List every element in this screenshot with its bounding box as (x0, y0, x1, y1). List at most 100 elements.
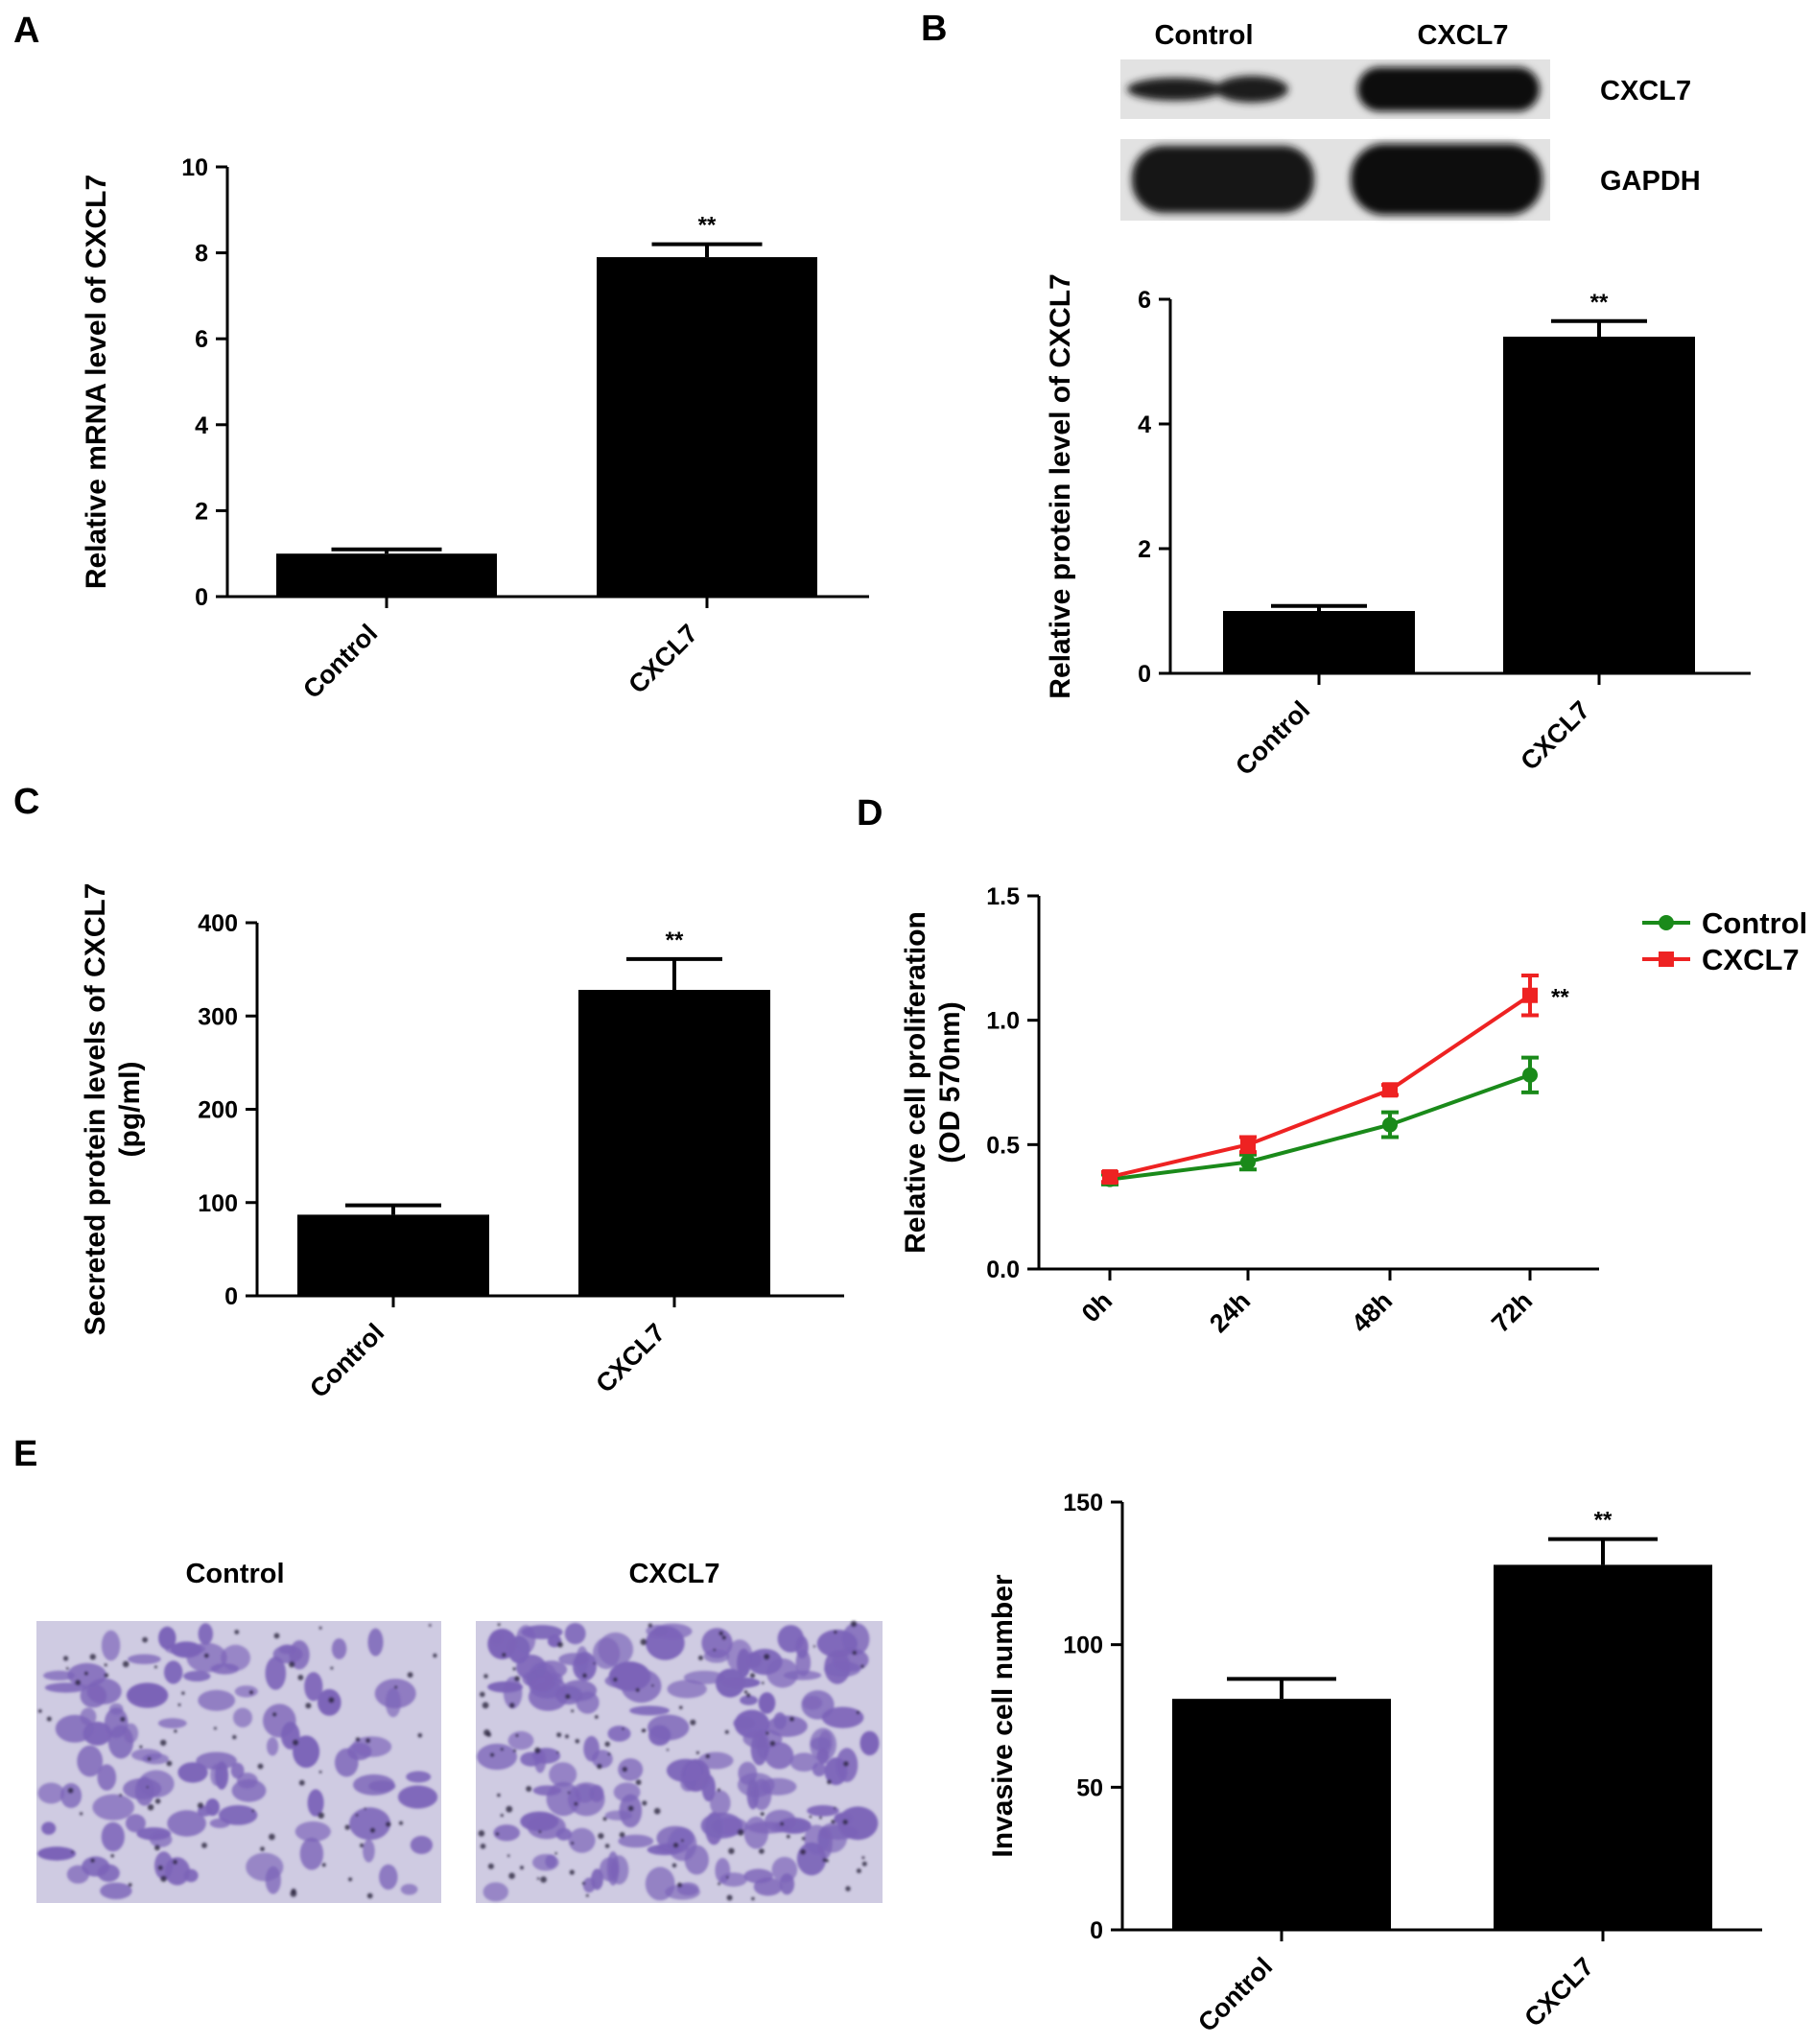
y-tick-label-A-2: 4 (195, 412, 208, 439)
panel-label-c: C (13, 782, 39, 822)
membrane-pore (677, 1882, 683, 1888)
significance-C-1: ** (666, 928, 684, 953)
stained-cell (126, 1682, 169, 1708)
blot-band-label-cxcl7: CXCL7 (1600, 76, 1691, 106)
membrane-pore (856, 1710, 860, 1715)
membrane-pore (860, 1664, 864, 1668)
point-cxcl7-1 (1240, 1137, 1256, 1153)
stained-cell (715, 1858, 731, 1884)
stained-cell (307, 1789, 324, 1817)
membrane-pore (260, 1846, 265, 1852)
bar-B-cxcl7 (1503, 337, 1695, 673)
stained-cell (613, 1782, 641, 1802)
membrane-pore (273, 1633, 280, 1639)
membrane-pore (203, 1653, 209, 1658)
stained-cell (60, 1783, 82, 1808)
stained-cell (766, 1658, 799, 1688)
y-axis-title-line-A-0: Relative mRNA level of CXCL7 (81, 175, 112, 589)
stained-cell (157, 1718, 187, 1728)
membrane-pore (594, 1715, 599, 1719)
membrane-pore (564, 1734, 570, 1739)
membrane-pore (291, 1888, 296, 1894)
stained-cell (710, 1790, 731, 1817)
stained-cell (807, 1805, 839, 1817)
stained-cell (183, 1671, 211, 1681)
membrane-pore (705, 1753, 711, 1759)
membrane-pore (749, 1673, 756, 1679)
membrane-pore (809, 1815, 812, 1819)
membrane-pore (780, 1821, 785, 1826)
y-tick-label-B-2: 4 (1138, 411, 1151, 438)
stained-cell (520, 1751, 542, 1767)
stained-cell (733, 1716, 756, 1730)
membrane-pore (726, 1894, 733, 1901)
stained-cell (80, 1707, 97, 1726)
stained-cell (859, 1730, 880, 1756)
micrograph-label-cxcl7: CXCL7 (628, 1559, 719, 1589)
membrane-pore (728, 1847, 735, 1855)
x-tick-label-D-2: 48h (1346, 1286, 1398, 1338)
blot-band-label-gapdh: GAPDH (1600, 166, 1701, 197)
point-control-1 (1240, 1154, 1256, 1170)
membrane-pore (565, 1693, 571, 1700)
stained-cell (598, 1632, 634, 1667)
stained-cell (700, 1812, 743, 1839)
membrane-pore (520, 1866, 524, 1870)
membrane-pore (526, 1786, 532, 1792)
membrane-pore (139, 1745, 143, 1749)
panel-label-a: A (13, 11, 39, 51)
stained-cell (125, 1814, 146, 1833)
membrane-pore (827, 1779, 832, 1785)
membrane-pore (500, 1814, 504, 1818)
membrane-pore (174, 1729, 177, 1733)
membrane-pore (765, 1731, 769, 1735)
membrane-pore (344, 1824, 350, 1830)
stained-cell (246, 1852, 284, 1882)
membrane-pore (119, 1794, 123, 1797)
stained-cell (43, 1670, 75, 1680)
membrane-pore (575, 1739, 580, 1744)
stained-cell (158, 1626, 177, 1650)
stained-cell (507, 1730, 534, 1750)
y-tick-label-E-2: 100 (1063, 1633, 1103, 1659)
y-axis-title-C: Secreted protein levels of CXCL7 (pg/ml) (80, 883, 146, 1336)
stained-cell (205, 1798, 220, 1817)
membrane-pore (506, 1854, 510, 1857)
stained-cell (618, 1758, 644, 1781)
membrane-pore (743, 1690, 748, 1694)
membrane-pore (160, 1875, 167, 1882)
stained-cell (801, 1690, 835, 1720)
y-tick-label-E-0: 0 (1090, 1917, 1103, 1944)
stained-cell (234, 1685, 258, 1698)
membrane-pore (574, 1801, 578, 1806)
stained-cell (477, 1743, 517, 1771)
membrane-pore (201, 1843, 207, 1848)
stained-cell (618, 1834, 654, 1848)
stained-cell (607, 1726, 631, 1742)
stained-cell (294, 1821, 331, 1843)
y-axis-title-line-C-0: Secreted protein levels of CXCL7 (80, 883, 111, 1336)
stained-cell (196, 1751, 237, 1771)
membrane-pore (718, 1631, 724, 1636)
membrane-pore (104, 1663, 107, 1667)
stained-cell (582, 1877, 596, 1893)
membrane-pore (622, 1727, 624, 1730)
stained-cell (766, 1715, 808, 1737)
membrane-pore (122, 1660, 130, 1668)
x-tick-label-A-0: Control (297, 619, 383, 704)
y-tick-label-C-4: 400 (198, 910, 238, 937)
membrane-pore (502, 1653, 506, 1657)
membrane-pore (850, 1620, 858, 1628)
y-tick-label-D-3: 1.5 (986, 883, 1020, 910)
stained-cell (576, 1691, 600, 1714)
membrane-pore (213, 1727, 217, 1730)
membrane-pore (607, 1752, 611, 1756)
membrane-pore (500, 1748, 504, 1751)
membrane-pore (737, 1828, 744, 1836)
stained-cell (101, 1630, 121, 1661)
panel-label-d: D (857, 793, 883, 834)
y-tick-label-D-1: 0.5 (986, 1132, 1020, 1159)
membrane-pore (759, 1848, 765, 1854)
membrane-pore (818, 1816, 822, 1820)
